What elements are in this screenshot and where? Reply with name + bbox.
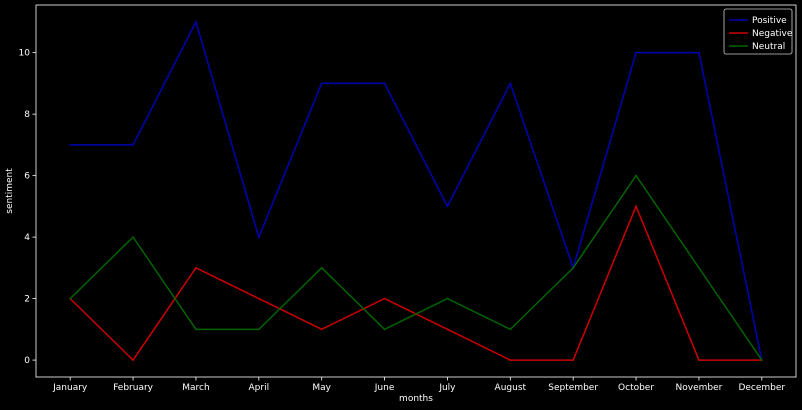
data-point-positive-february (132, 143, 134, 146)
legend-label-positive: Positive (752, 16, 787, 26)
data-point-negative-april (257, 297, 260, 300)
x-tick-label: October (618, 383, 654, 393)
plot-frame (35, 4, 797, 378)
data-point-neutral-january (69, 297, 72, 300)
x-tick-label: April (249, 383, 270, 393)
data-point-positive-august (509, 82, 512, 85)
data-point-positive-june (383, 82, 386, 85)
x-tick-label: August (495, 383, 527, 393)
data-point-negative-june (383, 297, 386, 300)
data-point-negative-november (698, 359, 700, 361)
data-point-negative-may (320, 328, 323, 331)
series-line-neutral (69, 174, 763, 361)
data-point-negative-march (195, 266, 197, 269)
data-point-positive-october (635, 51, 637, 54)
series-line-negative (69, 204, 762, 362)
x-tick-label: December (738, 383, 785, 393)
data-point-neutral-february (132, 236, 134, 239)
x-tick-label: September (548, 383, 598, 393)
data-point-neutral-december (760, 359, 763, 361)
x-axis-label: months (399, 394, 433, 404)
x-tick-label: June (374, 383, 395, 393)
x-tick-label: February (113, 383, 154, 393)
y-tick-label: 2 (24, 295, 30, 305)
x-axis: January February March April May June July Augu… (52, 377, 785, 393)
data-point-positive-november (698, 51, 700, 54)
x-tick-label: November (676, 383, 723, 393)
legend: Positive Negative Neutral (723, 8, 793, 55)
data-point-neutral-october (635, 174, 637, 177)
data-point-positive-january (69, 143, 72, 146)
data-point-negative-february (132, 359, 134, 361)
data-point-neutral-july (446, 297, 449, 300)
data-point-neutral-september (572, 266, 575, 269)
data-point-neutral-august (509, 328, 512, 331)
series-line-positive (70, 19, 763, 361)
data-point-neutral-june (383, 328, 386, 331)
y-axis: 0 2 4 6 8 10 (19, 49, 36, 366)
x-tick-label: January (52, 383, 88, 393)
data-point-neutral-november (698, 266, 700, 269)
data-point-positive-may (320, 82, 323, 85)
x-tick-label: March (182, 383, 209, 393)
y-tick-label: 0 (24, 356, 30, 366)
data-point-negative-october (635, 205, 637, 208)
y-axis-label: sentiment (5, 168, 15, 214)
legend-label-neutral: Neutral (752, 42, 785, 52)
data-point-positive-april (257, 236, 260, 239)
data-point-positive-march (195, 21, 197, 23)
data-point-negative-september (572, 359, 575, 361)
data-point-negative-july (446, 328, 449, 331)
data-point-neutral-may (320, 266, 323, 269)
data-point-neutral-april (257, 328, 260, 331)
x-tick-label: May (312, 383, 331, 393)
x-tick-label: July (438, 383, 456, 393)
data-point-positive-july (446, 205, 449, 208)
legend-label-negative: Negative (752, 29, 793, 39)
y-tick-label: 10 (19, 49, 31, 59)
series-layer (69, 19, 763, 362)
y-tick-label: 8 (24, 110, 30, 120)
data-point-neutral-march (195, 328, 197, 331)
y-tick-label: 4 (24, 233, 30, 243)
data-point-negative-august (509, 359, 512, 361)
y-tick-label: 6 (24, 172, 30, 182)
